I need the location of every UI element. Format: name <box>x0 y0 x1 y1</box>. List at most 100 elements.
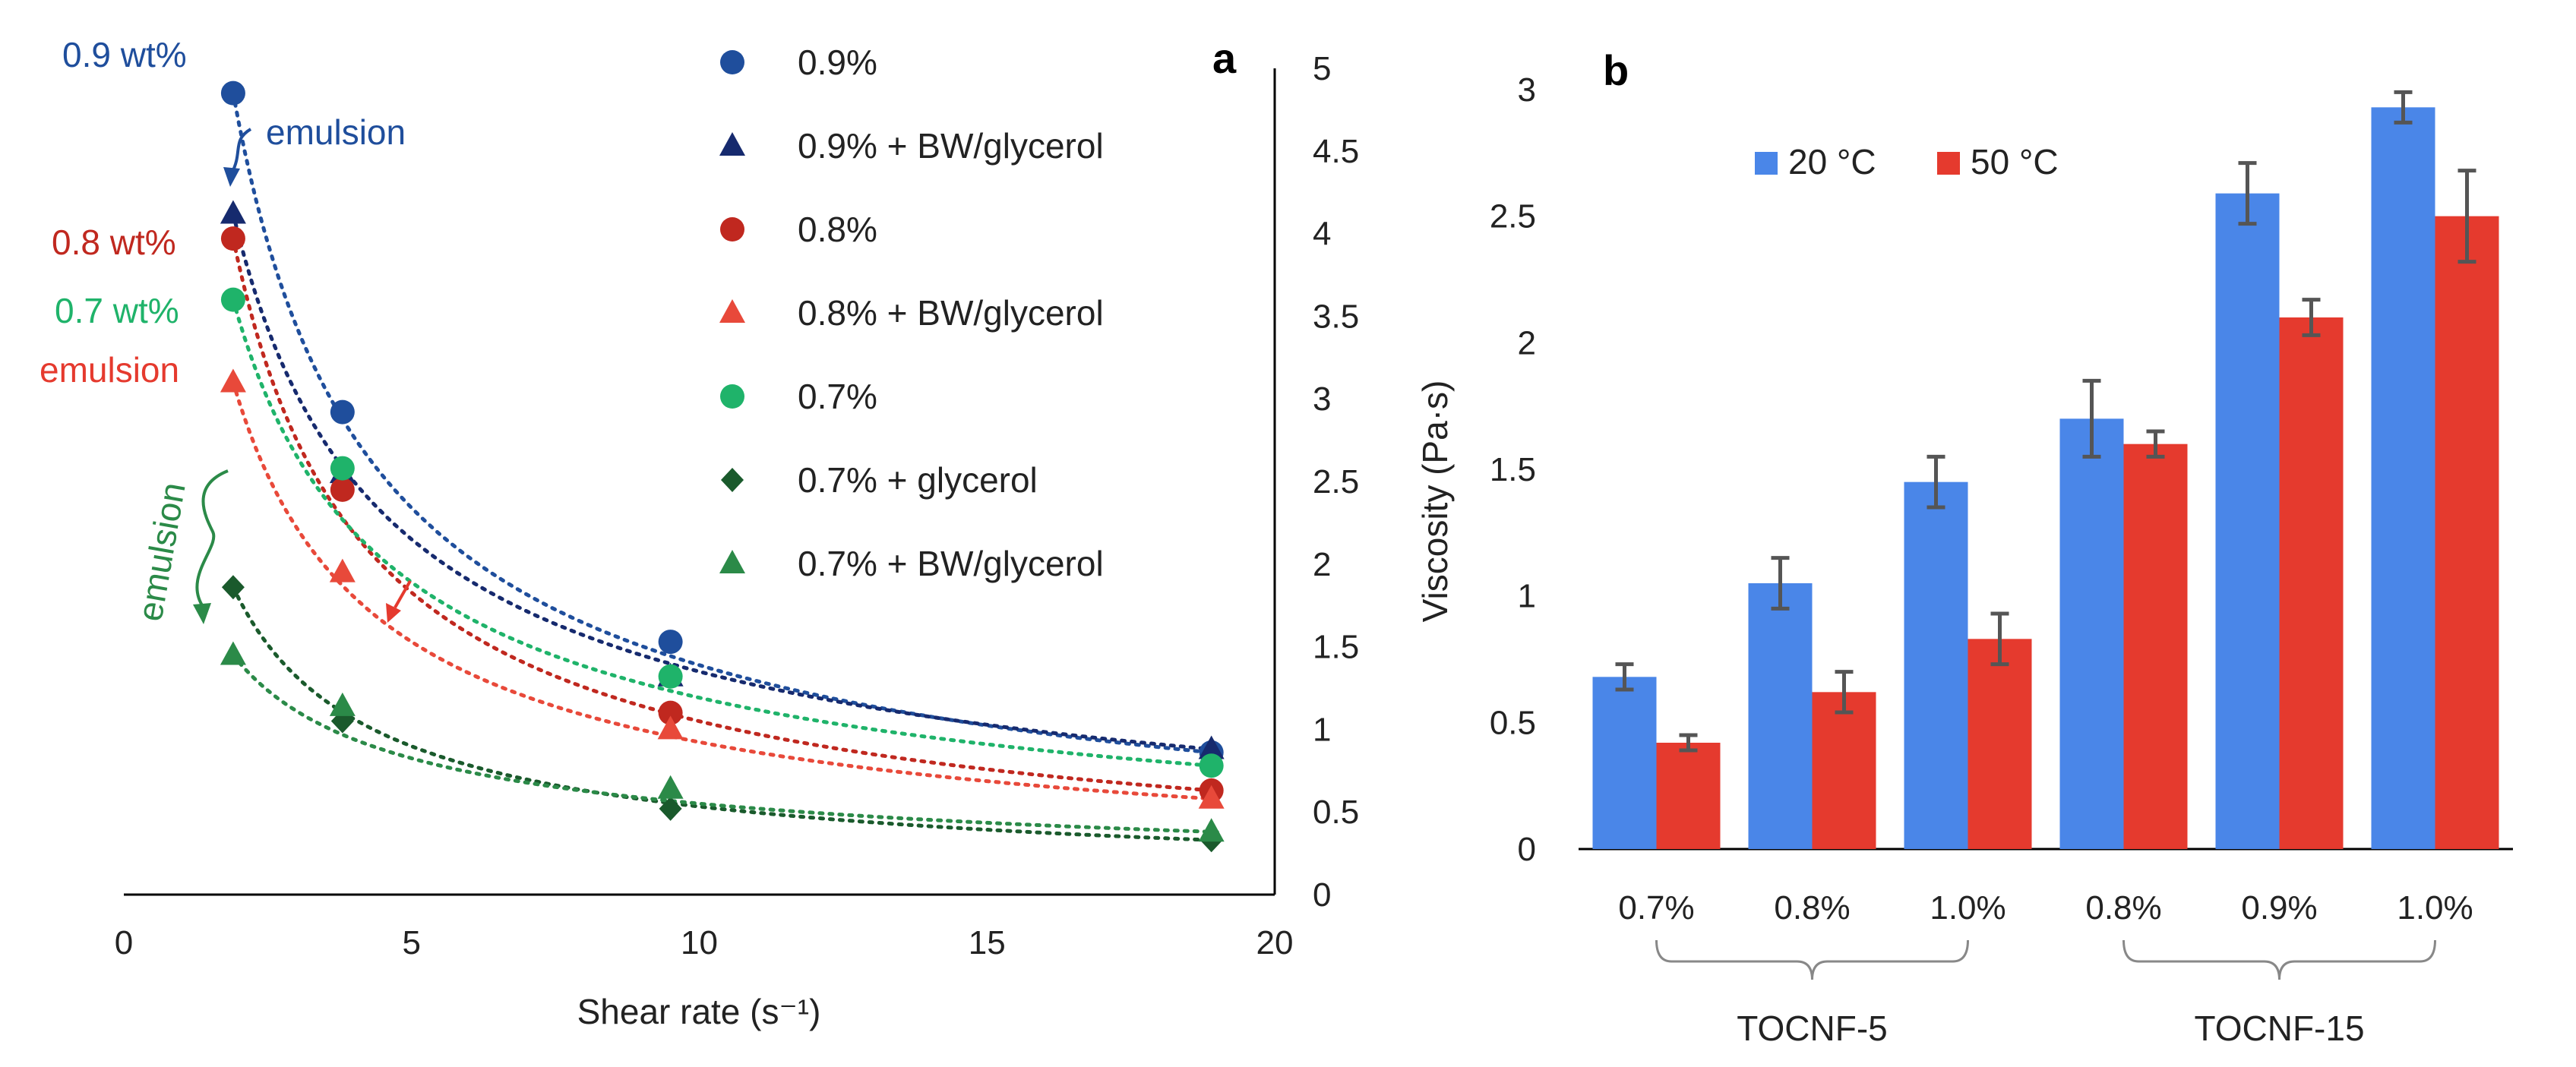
a-y-tick-label: 2 <box>1313 546 1331 583</box>
category-label: 0.8% <box>2085 889 2161 927</box>
error-bar <box>1679 733 1698 753</box>
point-s09bw <box>220 200 246 224</box>
legend-item-50c: 50 °C <box>1937 142 2059 182</box>
a-x-tick-label: 20 <box>1256 924 1294 961</box>
b-category-labels: 0.7% 0.8% 1.0% 0.8% 0.9% 1.0% <box>1618 889 2473 927</box>
bar-50c <box>1968 639 2032 849</box>
a-data-points <box>220 80 1225 853</box>
a-annotations: 0.9 wt% emulsion 0.8 wt% 0.7 wt% emulsio… <box>40 35 412 624</box>
point-s09 <box>330 399 355 425</box>
point-s07 <box>220 287 245 312</box>
b-y-tick-label: 1.5 <box>1490 451 1536 488</box>
point-s07gly <box>221 575 245 600</box>
b-y-tick-label: 0.5 <box>1490 704 1536 741</box>
error-bar <box>1926 454 1945 510</box>
point-s07 <box>658 664 683 689</box>
arrowhead-red-small <box>386 603 401 623</box>
legend-item-s08bw: 0.8% + BW/glycerol <box>719 293 1104 333</box>
a-y-tick-label: 4 <box>1313 216 1331 253</box>
point-s07bw <box>1198 818 1225 842</box>
group-label: TOCNF-5 <box>1737 1009 1888 1048</box>
legend-swatch <box>1937 152 1960 175</box>
legend-label-s07: 0.7% <box>798 377 877 416</box>
bar-50c <box>2435 216 2499 850</box>
a-y-tick-label: 3.5 <box>1313 298 1359 335</box>
bar-20c <box>1904 481 1968 849</box>
bar-50c <box>2123 444 2188 849</box>
emulsion-label-green: emulsion <box>130 479 193 623</box>
b-y-tick-label: 0 <box>1518 831 1536 868</box>
b-y-tick-label: 2 <box>1518 324 1536 361</box>
bar-50c <box>2279 317 2344 849</box>
a-y-tick-label: 1.5 <box>1313 629 1359 666</box>
category-label: 1.0% <box>2397 889 2473 927</box>
b-y-tick-label: 2.5 <box>1490 198 1536 235</box>
a-x-tick-label: 5 <box>403 924 421 961</box>
a-fit-curves <box>231 91 1219 842</box>
point-s08bw <box>657 715 684 740</box>
bar-20c <box>1592 677 1657 849</box>
point-s08 <box>658 700 683 725</box>
error-bar <box>2457 169 2476 264</box>
panel-b-chart: 0 0.5 1 1.5 2 2.5 3 Viscosity (Pa·s) b 20 °C 50… <box>1415 46 2513 1048</box>
legend-item-s09bw: 0.9% + BW/glycerol <box>719 126 1104 166</box>
legend-label-s08bw: 0.8% + BW/glycerol <box>798 293 1104 333</box>
panel-a-label: a <box>1212 34 1237 82</box>
point-s07bw <box>220 641 246 665</box>
legend-item-s07bw: 0.7% + BW/glycerol <box>719 544 1104 583</box>
b-group-brackets: TOCNF-5 TOCNF-15 <box>1655 939 2436 1048</box>
bar-20c <box>1748 583 1813 849</box>
point-s07 <box>1199 753 1224 778</box>
error-bar <box>2394 90 2413 125</box>
legend-marker-s07 <box>720 384 744 409</box>
legend-label-s07bw: 0.7% + BW/glycerol <box>798 544 1104 583</box>
error-bar <box>2082 378 2101 459</box>
point-s08 <box>220 226 245 251</box>
label-0-8-wt: 0.8 wt% <box>52 223 176 262</box>
bar-50c <box>1656 743 1721 849</box>
emulsion-arrowhead-blue <box>223 167 240 187</box>
bar-20c <box>2215 193 2280 849</box>
a-x-tick-label: 0 <box>115 924 133 961</box>
error-bar <box>2302 298 2321 337</box>
category-label: 0.7% <box>1618 889 1694 927</box>
legend-marker-s09bw <box>719 132 745 156</box>
panel-a-chart: 0 0.5 1 1.5 2 2.5 3 3.5 4 4.5 5 0 5 10 15 20 Shear rat… <box>40 34 1359 1031</box>
error-bar <box>2238 161 2257 226</box>
emulsion-label-blue: emulsion <box>266 112 406 152</box>
category-label: 1.0% <box>1930 889 2005 927</box>
a-x-tick-label: 15 <box>969 924 1006 961</box>
point-s08bw <box>220 368 246 393</box>
legend-item-20c: 20 °C <box>1755 142 1876 182</box>
legend-marker-s07gly <box>721 468 744 492</box>
fit-curve-s07gly <box>231 585 1219 842</box>
a-y-tick-label: 2.5 <box>1313 463 1359 500</box>
legend-label: 50 °C <box>1971 142 2059 182</box>
a-y-tick-label: 5 <box>1313 50 1331 87</box>
a-x-axis-title: Shear rate (s⁻¹) <box>577 992 821 1031</box>
category-label: 0.8% <box>1774 889 1850 927</box>
legend-marker-s08 <box>720 217 744 241</box>
legend-swatch <box>1755 152 1778 175</box>
fit-curve-s08 <box>231 236 1219 793</box>
legend-label: 20 °C <box>1788 142 1876 182</box>
a-legend: 0.9% 0.9% + BW/glycerol 0.8% 0.8% + BW/glyc… <box>719 43 1104 583</box>
label-0-9-wt: 0.9 wt% <box>62 35 187 74</box>
fit-curve-s09 <box>231 91 1219 756</box>
point-s08bw <box>1198 784 1225 809</box>
error-bar <box>1990 611 2009 667</box>
group-bracket <box>1655 939 1969 980</box>
legend-label-s09: 0.9% <box>798 43 877 82</box>
legend-item-s09: 0.9% <box>720 43 877 82</box>
emulsion-label-red: emulsion <box>40 350 179 390</box>
b-bars <box>1592 90 2499 850</box>
point-s09 <box>658 630 683 655</box>
bar-50c <box>1812 692 1876 849</box>
a-y-tick-labels: 0 0.5 1 1.5 2 2.5 3 3.5 4 4.5 5 <box>1313 50 1359 914</box>
legend-marker-s07bw <box>719 550 745 573</box>
b-y-tick-label: 1 <box>1518 578 1536 615</box>
emulsion-arrow-blue <box>230 128 252 174</box>
fit-curve-s09bw <box>231 212 1219 752</box>
emulsion-arrowhead-green <box>193 603 211 624</box>
point-s08 <box>330 477 355 502</box>
